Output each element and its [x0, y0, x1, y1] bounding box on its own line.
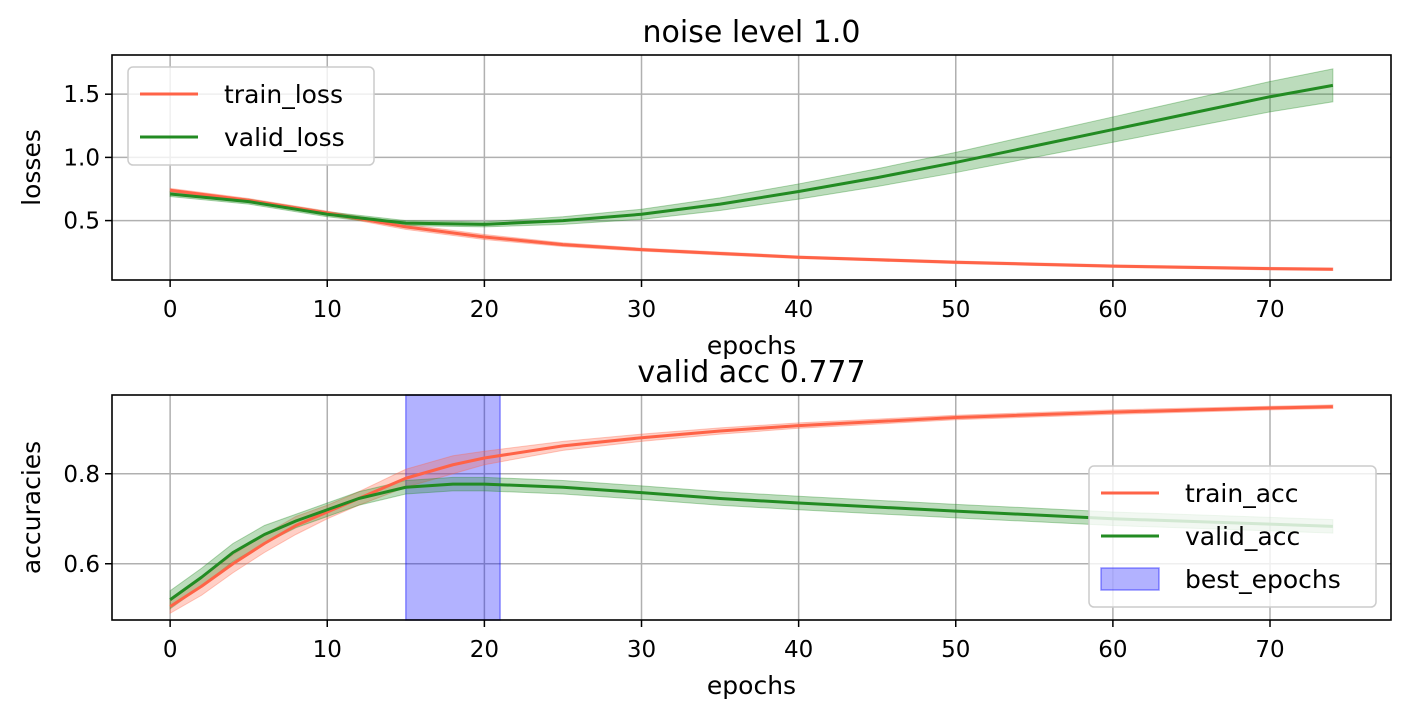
valid_loss-band — [169, 68, 1334, 228]
axes-frame — [111, 54, 1392, 281]
y-tick-label: 0.5 — [63, 209, 100, 235]
legend-swatch-best_epochs — [1100, 567, 1160, 591]
x-tick-label: 10 — [313, 637, 342, 663]
chart-panel-1: 0 10 20 30 40 50 60 70 0.5 1.0 1.5 noise level 1.0 e… — [17, 15, 1392, 360]
legend-label: train_loss — [224, 80, 343, 109]
x-tick-label: 60 — [1098, 637, 1127, 663]
legend-box — [127, 66, 375, 166]
x-tick-label: 30 — [627, 637, 656, 663]
legend: train_loss valid_loss — [127, 66, 375, 166]
y-tick-label: 0.6 — [63, 552, 100, 578]
legend-box — [1088, 465, 1377, 608]
x-axis-label: epochs — [707, 331, 796, 360]
valid_acc-line — [169, 482, 1333, 601]
x-tick-label: 40 — [784, 637, 813, 663]
y-axis-label: accuracies — [17, 441, 46, 574]
legend: train_acc valid_acc best_epochs — [1088, 465, 1377, 608]
x-tick-label: 70 — [1255, 637, 1284, 663]
train_acc-band — [169, 404, 1334, 615]
chart-panel-2: 0 10 20 30 40 50 60 70 0.6 0.8 valid acc 0.777 epoc… — [17, 355, 1392, 700]
best-epochs-span — [405, 394, 501, 621]
train_acc-line — [169, 405, 1333, 608]
x-tick-label: 20 — [470, 637, 499, 663]
x-tick-label: 40 — [784, 297, 813, 323]
x-tick-label: 50 — [941, 637, 970, 663]
valid_loss-line — [169, 83, 1334, 226]
y-tick-label: 0.8 — [63, 462, 100, 488]
legend-label: valid_acc — [1185, 522, 1300, 551]
x-tick-label: 10 — [313, 297, 342, 323]
chart-title: valid acc 0.777 — [637, 355, 865, 390]
x-tick-label: 70 — [1255, 297, 1284, 323]
x-tick-label: 60 — [1098, 297, 1127, 323]
x-tick-label: 50 — [941, 297, 970, 323]
chart-title: noise level 1.0 — [643, 15, 861, 50]
legend-label: best_epochs — [1185, 565, 1341, 594]
x-tick-label: 30 — [627, 297, 656, 323]
x-axis-label: epochs — [707, 671, 796, 700]
y-tick-label: 1.5 — [63, 82, 100, 108]
legend-label: valid_loss — [224, 123, 345, 152]
axes-frame — [111, 394, 1392, 621]
y-tick-label: 1.0 — [63, 145, 100, 171]
x-tick-label: 20 — [470, 297, 499, 323]
x-tick-label: 0 — [163, 637, 178, 663]
legend-label: train_acc — [1185, 479, 1299, 508]
y-axis-label: losses — [17, 129, 46, 206]
x-tick-label: 0 — [163, 297, 178, 323]
